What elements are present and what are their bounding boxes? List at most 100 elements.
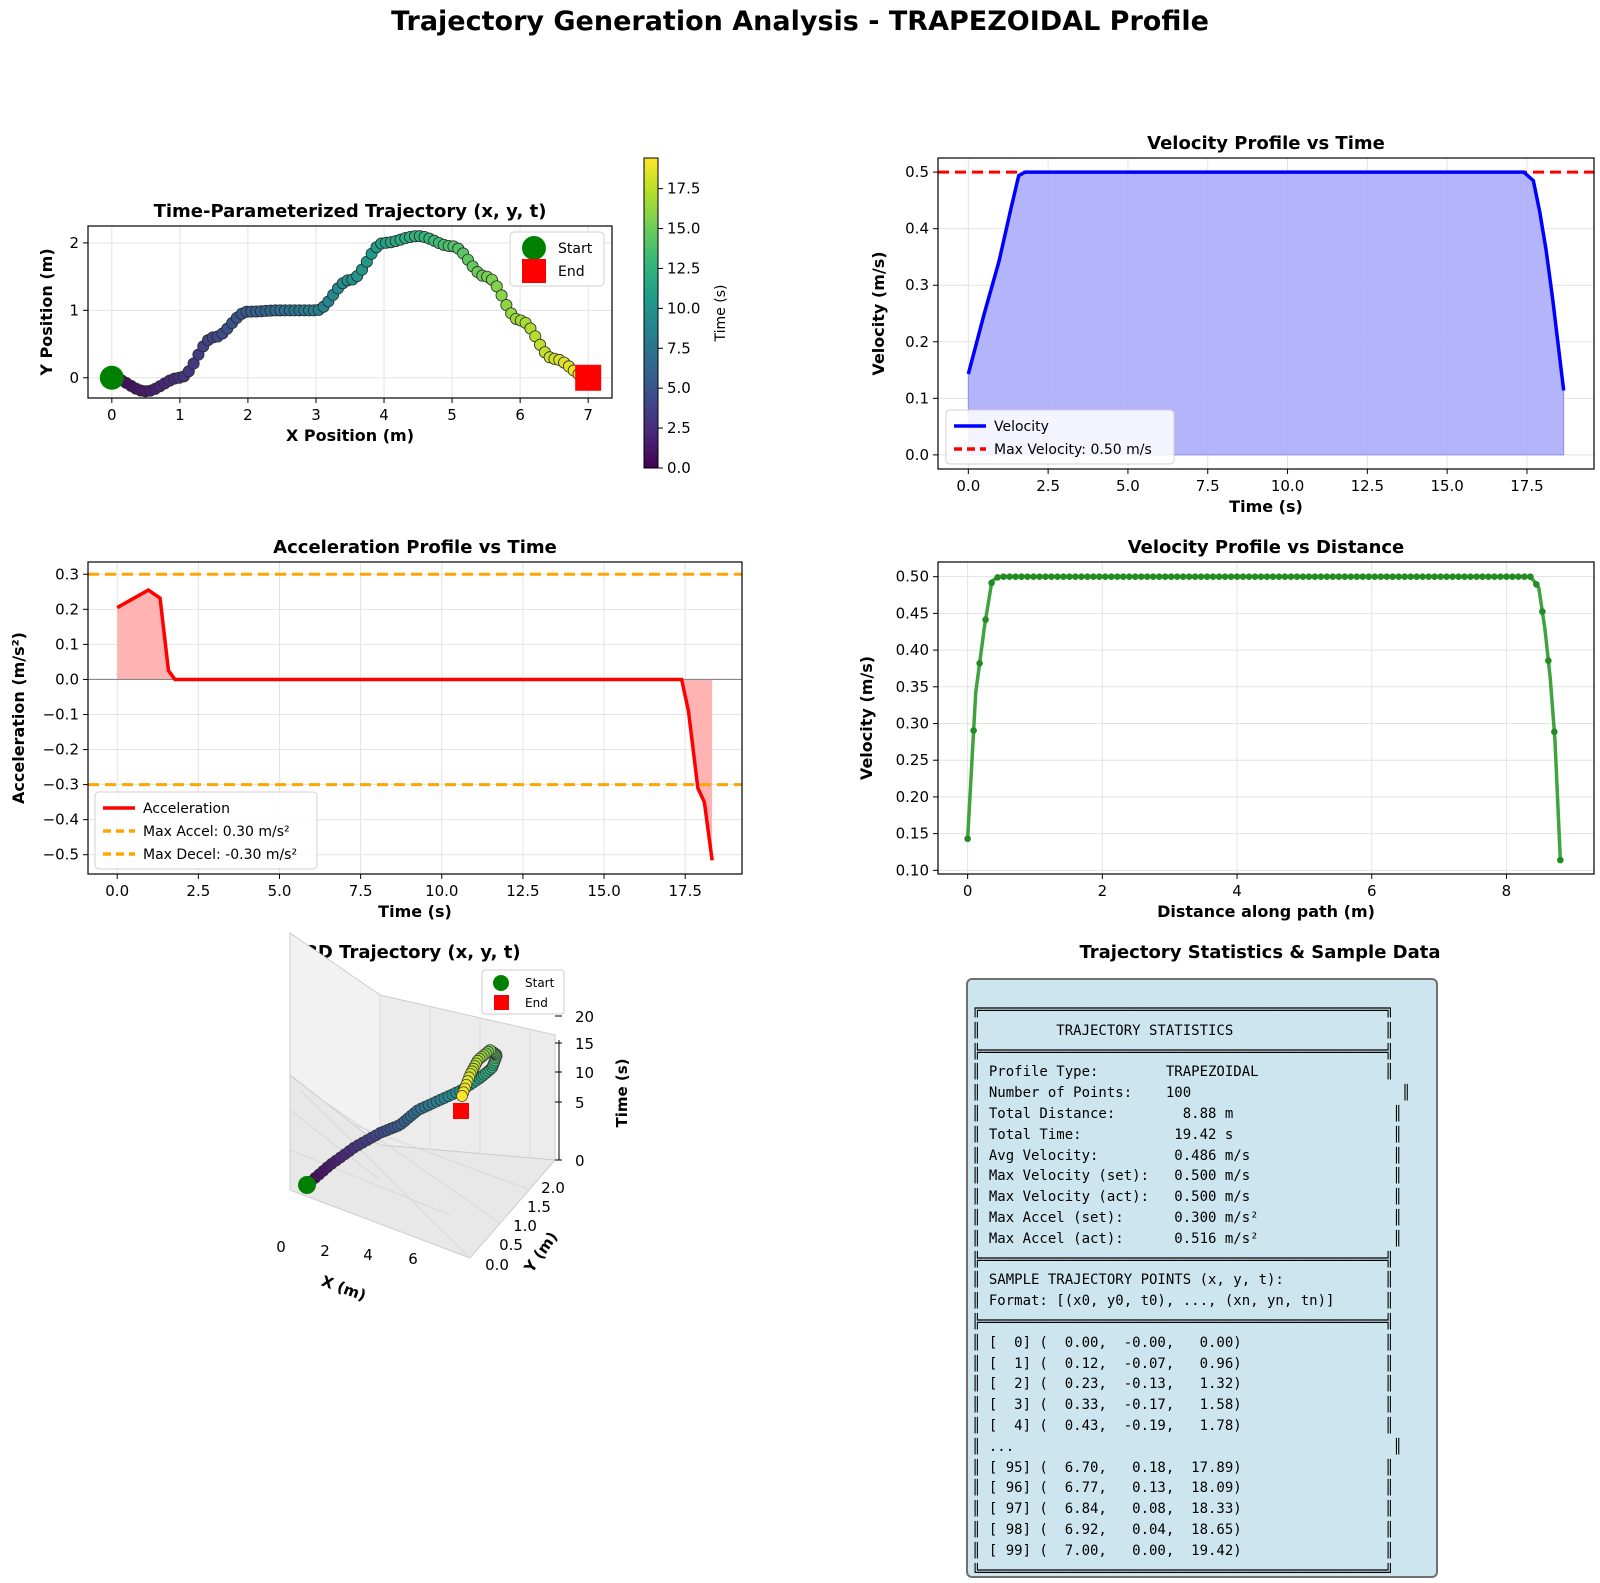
x-tick-label: 0 (276, 1238, 286, 1256)
velocity-distance-point (1533, 581, 1540, 588)
stats-line: ║ TRAJECTORY STATISTICS ║ (972, 1022, 1394, 1039)
y-tick-label: 0.5 (905, 163, 929, 181)
y-tick-label: 0 (69, 369, 79, 387)
y-tick-label: 0.2 (55, 600, 79, 618)
velocity-distance-point (1161, 573, 1169, 580)
y-tick-label: 2 (69, 234, 79, 252)
grid-line (289, 1109, 381, 1181)
velocity-distance-point (1383, 573, 1391, 580)
y-tick-label: 0.40 (896, 641, 929, 659)
statistics-panel: Trajectory Statistics & Sample Data (1079, 942, 1440, 963)
y-tick-label: 1.0 (513, 1217, 537, 1235)
velocity-distance-point (1155, 573, 1163, 580)
trajectory-point (495, 289, 508, 302)
y-tick-label: 0.30 (896, 715, 929, 733)
velocity-distance-point (1203, 573, 1211, 580)
grid-line (289, 1149, 451, 1216)
y-tick-label: −0.1 (43, 705, 79, 723)
stats-title: Trajectory Statistics & Sample Data (1079, 942, 1440, 963)
velocity-distance-point (1251, 573, 1259, 580)
z-tick-label: 0 (575, 1152, 585, 1170)
x-axis-label: Time (s) (1229, 497, 1303, 516)
x-tick-label: 6 (515, 406, 525, 424)
velocity-distance-point (1119, 573, 1127, 580)
velocity-distance-point (1503, 573, 1510, 580)
acceleration-time-panel: 0.0 2.5 5.0 7.5 10.0 12.5 15.0 17.5 0.3 0.2 0.1 0.0… (9, 537, 743, 921)
y-tick-label: 0.5 (499, 1236, 523, 1254)
colorbar-tick-label: 0.0 (667, 459, 691, 477)
x-tick-label: 5 (447, 406, 457, 424)
y-tick-label: −0.4 (43, 811, 79, 829)
z-tick-label: 15 (575, 1035, 594, 1053)
velocity-distance-point (1275, 573, 1283, 580)
legend-box (94, 791, 318, 870)
velocity-distance-point (1167, 573, 1175, 580)
velocity-distance-point (1329, 573, 1337, 580)
velocity-distance-point (1437, 573, 1444, 580)
velocity-distance-point (1515, 573, 1522, 580)
velocity-distance-point (1066, 573, 1073, 580)
axes-title: 3D Trajectory (x, y, t) (305, 942, 520, 963)
velocity-distance-point (976, 660, 983, 667)
y-axis-label: Velocity (m/s) (869, 251, 888, 375)
velocity-distance-point (1371, 573, 1379, 580)
velocity-distance-point (1209, 573, 1217, 580)
velocity-distance-point (1042, 573, 1049, 580)
velocity-distance-point (1108, 573, 1115, 580)
axes-frame (937, 157, 1595, 470)
x-tick-label: 2 (1098, 882, 1108, 900)
velocity-distance-point (1036, 573, 1043, 580)
velocity-distance-point (1102, 573, 1109, 580)
x-tick-label: 2 (320, 1242, 330, 1260)
y-tick-label: 0.15 (896, 825, 929, 843)
x-tick-label: 4 (379, 406, 389, 424)
x-tick-label: 10.0 (425, 882, 458, 900)
velocity-distance-point (1365, 573, 1373, 580)
x-tick-label: 5.0 (1116, 477, 1140, 495)
colorbar-tick-label: 5.0 (667, 379, 691, 397)
velocity-distance-point (1078, 573, 1085, 580)
axes-frame (87, 561, 743, 875)
x-axis-label: X (m) (319, 1272, 369, 1305)
colorbar-tick-label: 7.5 (667, 339, 691, 357)
y-tick-label: 0.1 (905, 389, 929, 407)
legend-square-swatch (522, 259, 546, 283)
velocity-distance-point (1527, 573, 1534, 580)
velocity-distance-point (1311, 573, 1319, 580)
stats-line: ║ Profile Type: TRAPEZOIDAL ║ (972, 1064, 1394, 1081)
x-tick-label: 12.5 (506, 882, 539, 900)
axes-title: Velocity Profile vs Distance (1128, 537, 1405, 558)
x-tick-label: 0.0 (956, 477, 980, 495)
x-tick-label: 8 (1502, 882, 1512, 900)
velocity-distance-point (1269, 573, 1277, 580)
velocity-distance-point (1114, 573, 1121, 580)
velocity-distance-point (1305, 573, 1313, 580)
velocity-distance-point (1521, 573, 1528, 580)
x-tick-label: 4 (363, 1246, 373, 1264)
velocity-distance-point (1137, 573, 1145, 580)
trajectory-3d-point (456, 1090, 468, 1102)
x-tick-label: 2.5 (1036, 477, 1060, 495)
stats-line: ║ [ 99] ( 7.00, 0.00, 19.42) ║ (972, 1542, 1394, 1559)
y-axis-label: Y Position (m) (37, 248, 56, 376)
z-axis-label: Time (s) (613, 1058, 631, 1127)
legend-square-swatch (494, 995, 509, 1010)
legend-box (945, 409, 1175, 465)
y-tick-label: 2.0 (541, 1179, 565, 1197)
velocity-distance-point (970, 727, 977, 734)
velocity-distance-point (1497, 573, 1504, 580)
velocity-distance-point (1293, 573, 1301, 580)
y-tick-label: 0.3 (55, 565, 79, 583)
colorbar-tick-label: 17.5 (667, 180, 700, 198)
velocity-distance-point (1054, 573, 1061, 580)
x-tick-label: 5.0 (268, 882, 292, 900)
velocity-distance-point (1425, 573, 1432, 580)
stats-line: ║ Max Accel (set): 0.300 m/s² ║ (972, 1209, 1402, 1226)
stats-line: ║ [ 95] ( 6.70, 0.18, 17.89) ║ (972, 1459, 1394, 1476)
velocity-distance-point (1239, 573, 1247, 580)
x-axis-label: Time (s) (378, 902, 452, 921)
z-tick-label: 20 (575, 1008, 594, 1026)
statistics-text: ╔═══════════════════════════════════════… (972, 1000, 1410, 1582)
stats-line: ║ Max Velocity (act): 0.500 m/s ║ (972, 1189, 1402, 1206)
y-tick-label: 0.10 (896, 861, 929, 879)
